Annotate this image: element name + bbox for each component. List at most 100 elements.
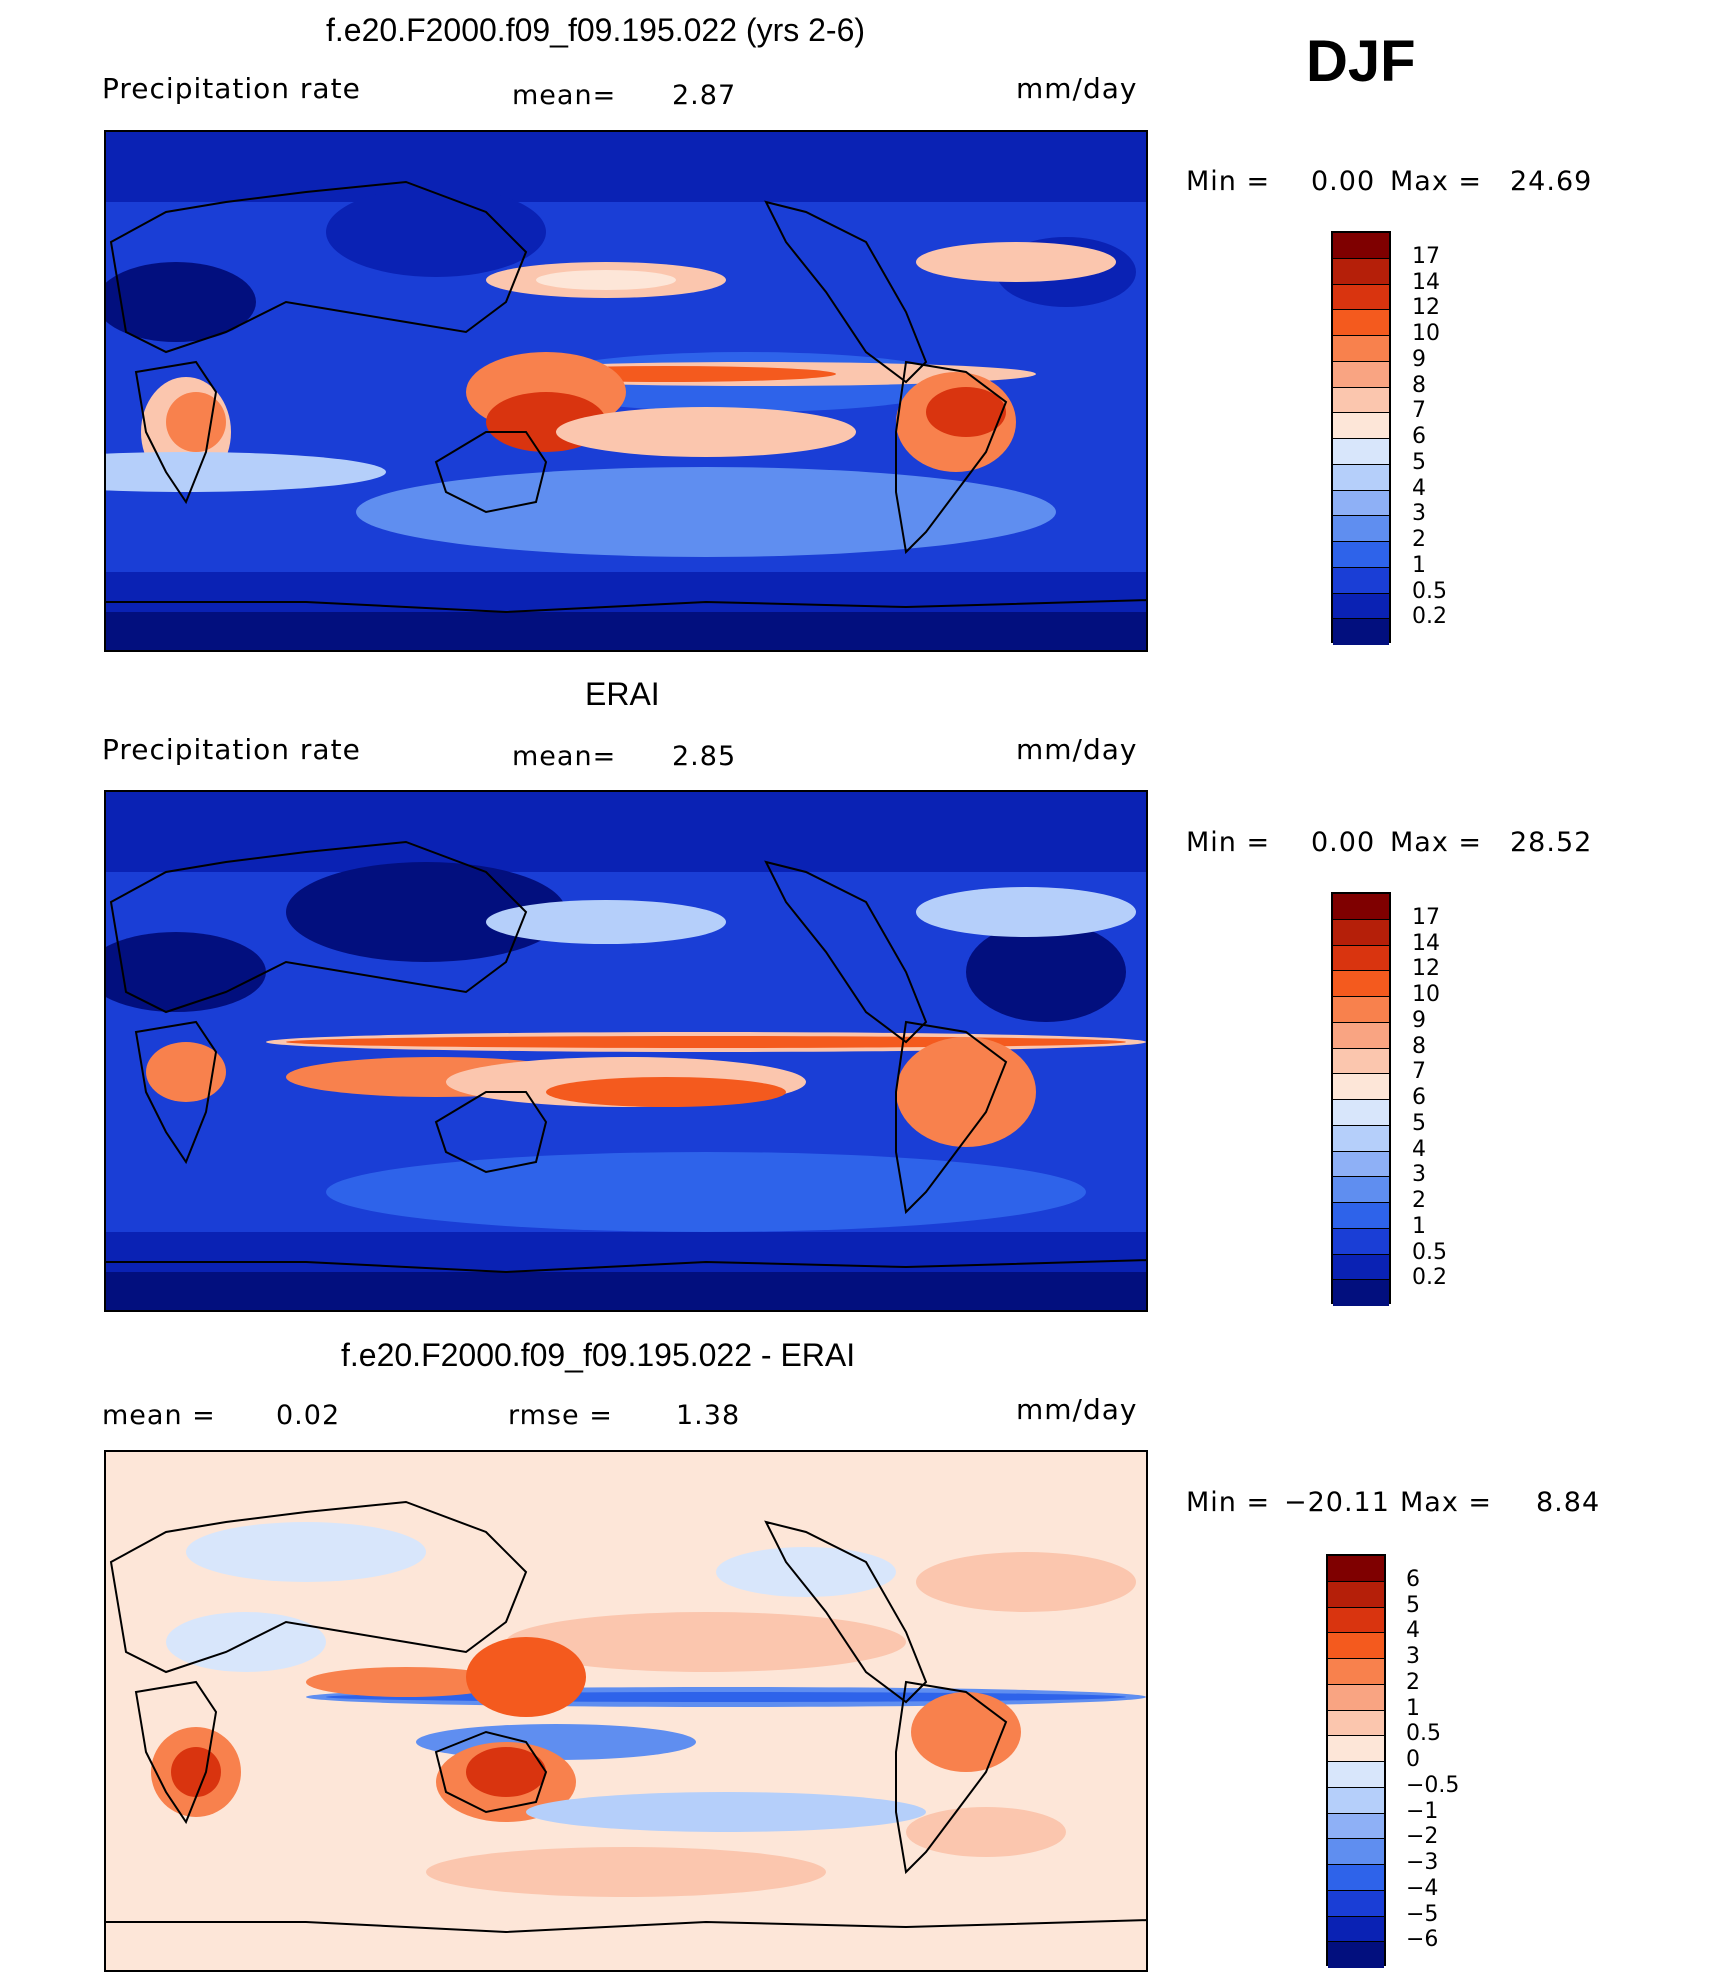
colorbar-swatch bbox=[1333, 1203, 1389, 1229]
colorbar-swatch bbox=[1328, 1607, 1384, 1634]
colorbar-swatch bbox=[1333, 971, 1389, 997]
panel-3-max-label: Max = bbox=[1400, 1487, 1493, 1518]
colorbar-tick-label: 4 bbox=[1406, 1618, 1420, 1644]
colorbar-swatch bbox=[1328, 1710, 1384, 1737]
panel-1-mean-value: 2.87 bbox=[672, 80, 737, 111]
panel-3-rmse-value: 1.38 bbox=[676, 1400, 741, 1431]
colorbar-tick-label: 0 bbox=[1406, 1747, 1420, 1772]
panel-2-mean-value: 2.85 bbox=[672, 741, 737, 772]
colorbar-tick-label: 2 bbox=[1412, 527, 1426, 552]
colorbar-tick-label: 5 bbox=[1406, 1592, 1420, 1618]
panel-3-title: f.e20.F2000.f09_f09.195.022 - ERAI bbox=[341, 1337, 856, 1373]
panel-2-max-value: 28.52 bbox=[1510, 827, 1593, 858]
colorbar-tick-label: 8 bbox=[1412, 372, 1426, 398]
colorbar-swatch bbox=[1333, 310, 1389, 336]
colorbar-swatch bbox=[1333, 1254, 1389, 1281]
panel-1-colorbar bbox=[1331, 231, 1391, 645]
colorbar-swatch bbox=[1333, 1048, 1389, 1075]
panel-3-map bbox=[104, 1450, 1148, 1972]
colorbar-swatch bbox=[1333, 361, 1389, 388]
colorbar-tick-label: 12 bbox=[1412, 956, 1440, 982]
colorbar-swatch bbox=[1333, 997, 1389, 1023]
colorbar-swatch bbox=[1333, 1074, 1389, 1100]
colorbar-swatch bbox=[1333, 284, 1389, 311]
panel-1-precip-field bbox=[106, 132, 1146, 650]
colorbar-swatch bbox=[1333, 1022, 1389, 1049]
colorbar-swatch bbox=[1333, 233, 1389, 259]
colorbar-tick-label: −5 bbox=[1406, 1901, 1439, 1927]
colorbar-swatch bbox=[1328, 1787, 1384, 1814]
colorbar-swatch bbox=[1333, 567, 1389, 594]
panel-2-min-label: Min = bbox=[1186, 827, 1271, 858]
panel-1-title: f.e20.F2000.f09_f09.195.022 (yrs 2-6) bbox=[326, 12, 866, 48]
colorbar-tick-label: 10 bbox=[1412, 982, 1440, 1007]
colorbar-tick-label: 2 bbox=[1406, 1669, 1420, 1695]
panel-2-precip-field bbox=[106, 792, 1146, 1310]
colorbar-tick-label: 9 bbox=[1412, 346, 1426, 372]
colorbar-swatch bbox=[1333, 1125, 1389, 1152]
colorbar-tick-label: −0.5 bbox=[1406, 1772, 1460, 1798]
colorbar-swatch bbox=[1333, 439, 1389, 465]
colorbar-swatch bbox=[1328, 1813, 1384, 1840]
colorbar-tick-label: 7 bbox=[1412, 398, 1426, 424]
panel-2-variable-label: Precipitation rate bbox=[102, 733, 361, 766]
colorbar-swatch bbox=[1328, 1865, 1384, 1891]
colorbar-tick-label: 6 bbox=[1412, 1085, 1426, 1110]
colorbar-swatch bbox=[1333, 542, 1389, 568]
colorbar-swatch bbox=[1328, 1839, 1384, 1865]
colorbar-tick-label: 12 bbox=[1412, 295, 1440, 321]
colorbar-swatch bbox=[1333, 490, 1389, 517]
colorbar-swatch bbox=[1328, 1762, 1384, 1788]
panel-3-min-value: −20.11 bbox=[1284, 1487, 1390, 1518]
colorbar-tick-label: 1 bbox=[1412, 552, 1426, 578]
panel-3-max-value: 8.84 bbox=[1536, 1487, 1601, 1518]
colorbar-tick-label: 17 bbox=[1412, 904, 1440, 930]
colorbar-tick-label: 3 bbox=[1412, 1162, 1426, 1188]
season-label: DJF bbox=[1306, 29, 1416, 94]
colorbar-tick-label: 3 bbox=[1412, 501, 1426, 527]
panel-3-mean-value: 0.02 bbox=[276, 1400, 341, 1431]
colorbar-tick-label: 5 bbox=[1412, 449, 1426, 475]
colorbar-tick-label: 10 bbox=[1412, 321, 1440, 346]
panel-2-mean-label: mean= bbox=[512, 741, 617, 772]
colorbar-swatch bbox=[1333, 619, 1389, 645]
colorbar-swatch bbox=[1328, 1916, 1384, 1943]
panel-3-colorbar bbox=[1326, 1554, 1386, 1968]
colorbar-swatch bbox=[1333, 1228, 1389, 1255]
panel-1-units: mm/day bbox=[1016, 72, 1138, 105]
colorbar-swatch bbox=[1333, 593, 1389, 620]
panel-3-mean-label: mean = bbox=[102, 1400, 216, 1431]
colorbar-tick-label: −4 bbox=[1406, 1875, 1439, 1901]
colorbar-tick-label: 9 bbox=[1412, 1007, 1426, 1033]
colorbar-swatch bbox=[1333, 1280, 1389, 1306]
colorbar-tick-label: −3 bbox=[1406, 1850, 1439, 1875]
panel-2-max-label: Max = bbox=[1390, 827, 1483, 858]
colorbar-tick-label: 1 bbox=[1412, 1213, 1426, 1239]
panel-1-min-value: 0.00 bbox=[1311, 166, 1376, 197]
colorbar-swatch bbox=[1333, 945, 1389, 972]
colorbar-swatch bbox=[1333, 464, 1389, 491]
panel-2-title: ERAI bbox=[585, 676, 660, 712]
colorbar-tick-label: 14 bbox=[1412, 269, 1440, 295]
panel-2-min-value: 0.00 bbox=[1311, 827, 1376, 858]
colorbar-swatch bbox=[1328, 1556, 1384, 1582]
panel-1-mean-label: mean= bbox=[512, 80, 617, 111]
panel-3-min-label: Min = bbox=[1186, 1487, 1271, 1518]
colorbar-tick-label: 7 bbox=[1412, 1059, 1426, 1085]
colorbar-swatch bbox=[1333, 336, 1389, 362]
colorbar-swatch bbox=[1333, 1100, 1389, 1126]
colorbar-swatch bbox=[1328, 1736, 1384, 1762]
panel-1-max-label: Max = bbox=[1390, 166, 1483, 197]
colorbar-tick-label: 3 bbox=[1406, 1644, 1420, 1669]
panel-1-variable-label: Precipitation rate bbox=[102, 72, 361, 105]
colorbar-tick-label: 6 bbox=[1412, 424, 1426, 449]
colorbar-swatch bbox=[1333, 894, 1389, 920]
colorbar-tick-label: 0.5 bbox=[1406, 1721, 1441, 1747]
panel-2-units: mm/day bbox=[1016, 733, 1138, 766]
colorbar-swatch bbox=[1333, 1177, 1389, 1203]
panel-2-colorbar bbox=[1331, 892, 1391, 1306]
colorbar-tick-label: 17 bbox=[1412, 243, 1440, 269]
colorbar-swatch bbox=[1328, 1659, 1384, 1685]
panel-2-map bbox=[104, 790, 1148, 1312]
panel-1-min-label: Min = bbox=[1186, 166, 1271, 197]
